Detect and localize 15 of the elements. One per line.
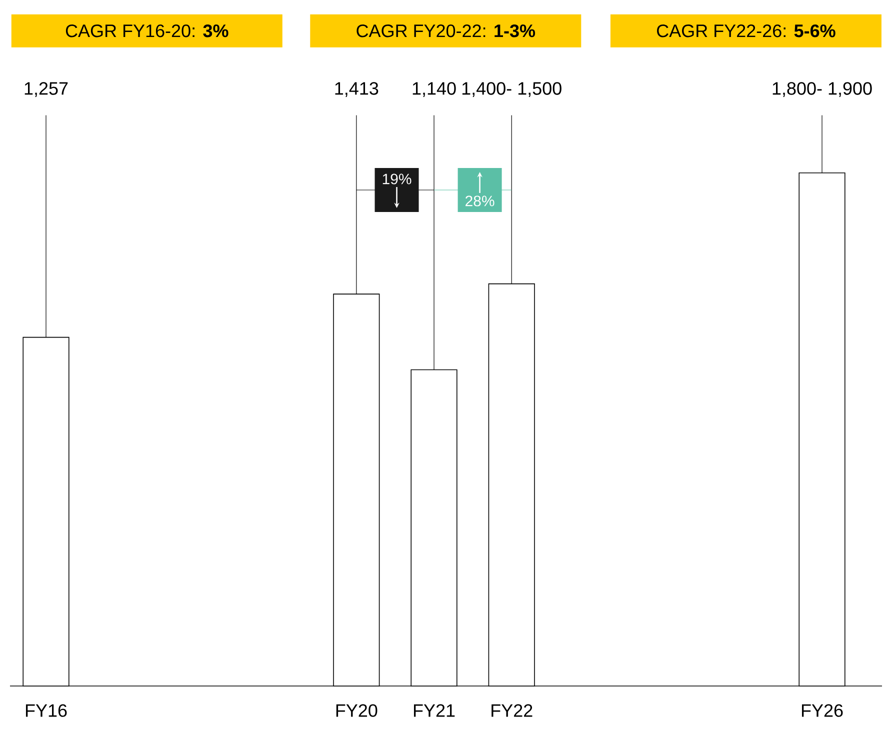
text: CAGR FY20-22: 1-3% (356, 24, 536, 38)
text: CAGR FY22-26: 5-6% (657, 24, 836, 38)
x-tick-label: FY26 (802, 704, 843, 717)
annotation: 28% (466, 196, 494, 206)
x-tick-label: FY16 (26, 704, 67, 717)
x-tick-label: FY20 (336, 704, 378, 717)
x-tick-label: FY21 (414, 704, 455, 717)
annotation: 19% (382, 174, 412, 184)
data-label: 1,800- 1,900 (772, 82, 872, 97)
text: CAGR FY16-20: 3% (66, 24, 228, 38)
data-label: 1,140 (412, 82, 456, 97)
x-tick-label: FY22 (492, 704, 532, 717)
data-label: 1,413 (335, 82, 378, 97)
data-label: 1,400- 1,500 (462, 82, 562, 97)
data-label: 1,257 (24, 82, 68, 97)
